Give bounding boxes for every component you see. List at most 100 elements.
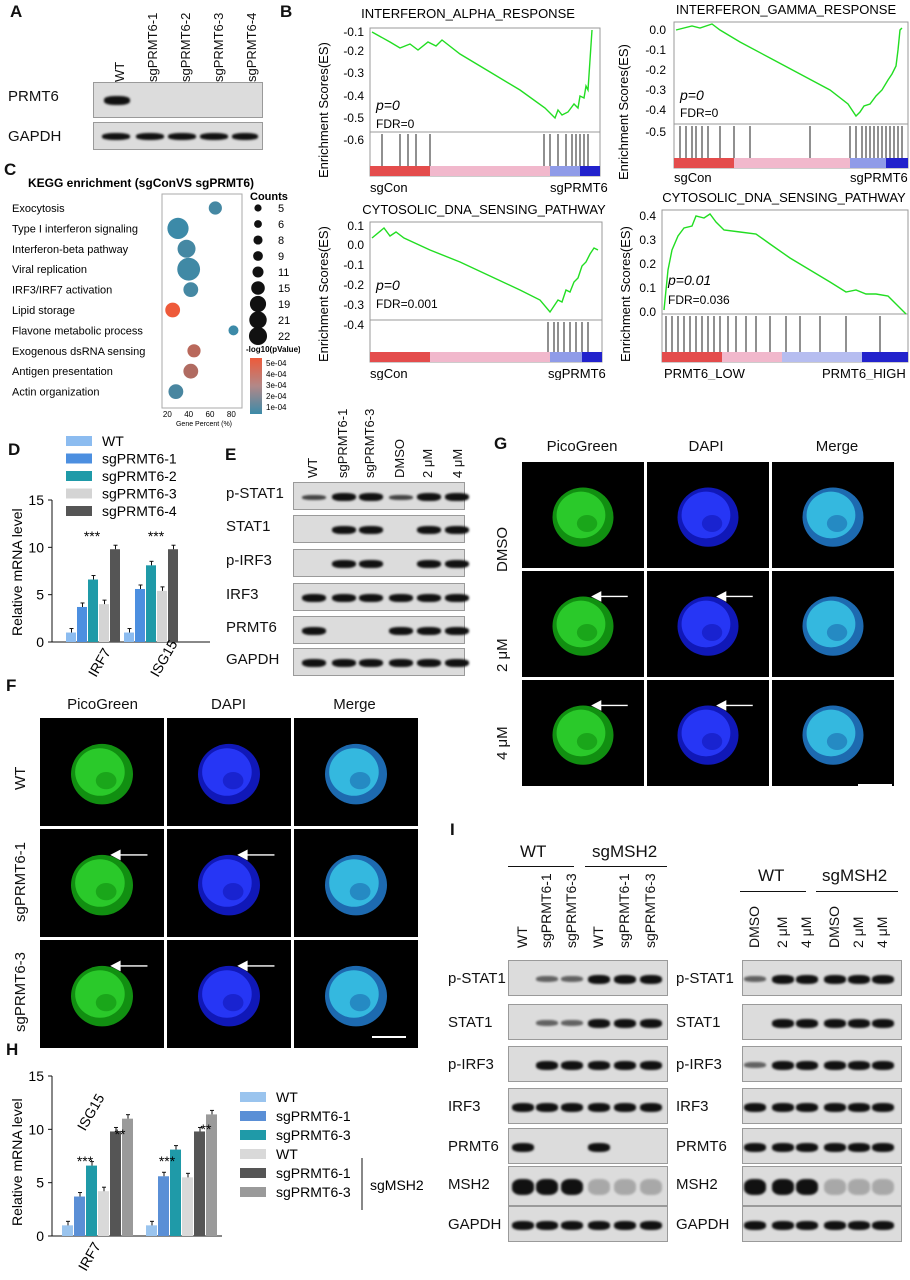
micro-row-label: sgPRMT6-3	[12, 951, 29, 1032]
gsea-tick: -0.3	[343, 66, 364, 80]
blot-band	[536, 976, 558, 982]
gsea-plot-2: Enrichment Scores(ES) INTERFERON_GAMMA_R…	[616, 2, 909, 185]
counts-legend-dot	[254, 220, 262, 228]
micrograph-green	[522, 462, 644, 568]
blot-strip	[742, 960, 902, 996]
blot-row-label: IRF3	[676, 1098, 709, 1115]
blot-band	[359, 560, 383, 568]
blot-band	[445, 659, 469, 667]
blot-band	[588, 1102, 610, 1112]
kegg-term-label: Antigen presentation	[12, 366, 113, 378]
counts-legend-dot	[253, 251, 263, 261]
blot-strip	[293, 583, 469, 611]
blot-row-label: p-STAT1	[448, 970, 506, 987]
gsea-tick: 0.2	[639, 257, 656, 271]
lane-label: 2 μM	[420, 448, 435, 478]
blot-band	[772, 1102, 794, 1112]
gsea-left-label: sgCon	[674, 170, 712, 185]
legend-swatch	[240, 1149, 266, 1159]
blot-band	[824, 1179, 846, 1195]
legend-swatch	[66, 488, 92, 499]
gsea-right-label: sgPRMT6	[850, 170, 908, 185]
kegg-xtick: 80	[227, 410, 236, 419]
kegg-term-label: Type I interferon signaling	[12, 223, 138, 235]
bar	[158, 1176, 169, 1236]
gsea-plot-1: Enrichment Scores(ES) INTERFERON_ALPHA_R…	[316, 6, 608, 195]
blot-strip	[293, 482, 469, 510]
kegg-point	[183, 282, 199, 297]
blot-row-label: p-STAT1	[226, 485, 284, 502]
pvalue-legend-title: -log10(pValue)	[246, 345, 300, 354]
legend-swatch	[66, 471, 92, 481]
legend-label: sgPRMT6-3	[276, 1127, 351, 1143]
d-ylabel: Relative mRNA level	[9, 508, 25, 636]
micrograph-merge	[294, 718, 418, 826]
group-label: sgMSH2	[822, 866, 888, 885]
blot-row-label: PRMT6	[8, 88, 59, 105]
blot-band	[588, 974, 610, 984]
scale-bar	[858, 784, 892, 786]
blot-row-label: GAPDH	[448, 1216, 502, 1233]
blot-band	[168, 133, 196, 140]
bar	[206, 1114, 217, 1236]
group-label: WT	[758, 866, 785, 885]
bar	[135, 588, 145, 642]
legend-swatch	[66, 453, 92, 464]
legend-label: sgPRMT6-1	[276, 1165, 351, 1181]
blot-band	[640, 1220, 662, 1230]
blot-band	[302, 627, 326, 635]
bar	[122, 1118, 133, 1236]
gsea-tick: -0.2	[343, 278, 364, 292]
h-bars	[62, 1109, 217, 1236]
gsea-title: CYTOSOLIC_DNA_SENSING_PATHWAY	[662, 190, 906, 205]
lane-label: sgPRMT6-2	[178, 12, 193, 82]
lane-label: sgPRMT6-4	[244, 12, 259, 82]
micro-row-label: 4 μM	[494, 726, 511, 760]
gsea-tick: -0.1	[343, 25, 364, 39]
blot-band	[796, 1102, 818, 1112]
blot-band	[561, 1102, 583, 1112]
blot-band	[445, 526, 469, 534]
kegg-term-label: Exocytosis	[12, 203, 65, 215]
blot-band	[536, 1220, 558, 1230]
legend-swatch	[240, 1187, 266, 1197]
legend-swatch	[240, 1168, 266, 1178]
blot-strip	[508, 1088, 668, 1124]
bar	[99, 604, 109, 642]
group-label: sgMSH2	[370, 1177, 424, 1193]
h-category-label: IRF7	[75, 1239, 104, 1273]
blot-band	[614, 1220, 636, 1230]
enrichment-curve	[675, 23, 903, 118]
counts-legend-dot	[249, 311, 267, 329]
blot-band	[561, 1179, 583, 1195]
blot-strip	[93, 122, 263, 150]
gsea-right-label: sgPRMT6	[550, 180, 608, 195]
bar	[86, 1165, 97, 1236]
bar	[66, 632, 76, 642]
micrograph-green	[40, 718, 164, 826]
blot-band	[772, 1060, 794, 1070]
blot-strip	[742, 1088, 902, 1124]
blot-band	[561, 976, 583, 982]
blot-band	[561, 1020, 583, 1026]
panel-label-b: B	[280, 2, 293, 21]
y-tick-label: 15	[28, 1068, 44, 1084]
micrograph-green	[522, 680, 644, 786]
blot-band	[302, 594, 326, 602]
blot-band	[848, 1018, 870, 1028]
gsea-tick: -0.3	[343, 298, 364, 312]
micro-col-header: PicoGreen	[67, 696, 138, 713]
significance-marker: ***	[148, 528, 165, 544]
gsea-fdr: FDR=0	[376, 117, 415, 131]
lane-label: DMSO	[746, 906, 762, 948]
d-category-label: ISG15	[147, 637, 181, 680]
blot-band	[561, 1220, 583, 1230]
blot-band	[640, 974, 662, 984]
bar	[98, 1191, 109, 1236]
lane-label: 4 μM	[450, 448, 465, 478]
blot-band	[512, 1142, 534, 1152]
blot-row-label: p-IRF3	[676, 1056, 722, 1073]
blot-band	[588, 1060, 610, 1070]
blot-band	[796, 1018, 818, 1028]
